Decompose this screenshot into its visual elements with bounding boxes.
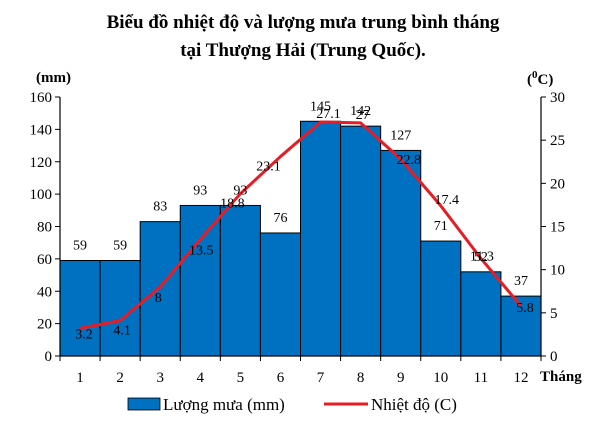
data-labels: 59 59 83 93 93 76 145 142 127 71 52 37 3.2 4.1 8 13.5 18…: [73, 99, 534, 342]
bar-value-label: 127: [390, 128, 411, 143]
x-tick-label: 9: [397, 370, 405, 386]
right-tick-label: 25: [550, 133, 565, 149]
legend-label-temperature: Nhiệt độ (C): [371, 395, 457, 414]
bar-value-label: 93: [193, 183, 207, 198]
bar-value-label: 142: [350, 104, 371, 119]
temperature-value-label: 17.4: [435, 193, 460, 208]
x-tick-label: 6: [277, 370, 285, 386]
legend-swatch-rainfall: [127, 397, 161, 411]
x-tick-label: 10: [433, 370, 448, 386]
x-tick-label: 11: [474, 370, 488, 386]
x-axis-label: Tháng: [540, 369, 582, 385]
bar-month-10: [420, 240, 462, 357]
line-series: [79, 120, 523, 330]
temperature-value-label: 22.8: [396, 153, 421, 168]
temperature-value-label: 3.2: [75, 327, 93, 342]
bar-month-1: [59, 259, 101, 357]
bar-month-8: [340, 125, 382, 357]
bar-value-label: 83: [153, 200, 167, 215]
bar-month-6: [259, 232, 301, 357]
left-tick-label: 60: [37, 252, 52, 268]
left-tick-label: 160: [30, 90, 53, 106]
bar-value-label: 145: [310, 99, 331, 114]
x-tick-label: 12: [513, 370, 528, 386]
temperature-value-label: 27.1: [316, 107, 341, 122]
temperature-value-label: 11.3: [470, 249, 494, 264]
x-tick-label: 3: [156, 370, 164, 386]
left-tick-label: 40: [37, 284, 52, 300]
left-tick-label: 100: [30, 187, 53, 203]
bar-value-label: 71: [434, 219, 448, 234]
left-tick-label: 120: [30, 155, 53, 171]
right-tick-label: 5: [550, 306, 558, 322]
left-axis-unit: (mm): [36, 70, 71, 86]
chart-title-line-2: tại Thượng Hải (Trung Quốc).: [180, 40, 426, 61]
x-tick-label: 8: [357, 370, 365, 386]
left-tick-label: 80: [37, 220, 52, 236]
bar-value-label: 37: [514, 274, 528, 289]
bar-month-4: [179, 204, 221, 357]
temperature-line: [79, 120, 523, 330]
temperature-value-label: 23.1: [256, 160, 281, 175]
x-tick-label: 5: [237, 370, 245, 386]
right-tick-label: 20: [550, 176, 565, 192]
bar-month-7: [300, 120, 342, 357]
temperature-value-label: 18.8: [220, 197, 245, 212]
bar-value-label: 59: [113, 238, 127, 253]
temperature-value-label: 4.1: [113, 324, 131, 339]
x-tick-label: 7: [317, 370, 325, 386]
right-axis-unit: (0C): [527, 69, 553, 88]
bar-series: [59, 120, 542, 357]
temperature-value-label: 5.8: [516, 301, 534, 316]
bar-value-label: 59: [73, 238, 87, 253]
right-tick-label: 0: [550, 349, 558, 365]
right-tick-label: 30: [550, 90, 565, 106]
bar-month-9: [380, 149, 422, 357]
right-tick-label: 15: [550, 220, 565, 236]
bar-value-label: 52: [474, 250, 488, 265]
left-tick-label: 0: [45, 349, 53, 365]
chart-title-line-1: Biểu đồ nhiệt độ và lượng mưa trung bình…: [107, 12, 500, 33]
right-tick-label: 10: [550, 263, 565, 279]
bar-value-label: 93: [233, 183, 247, 198]
bar-month-5: [219, 204, 261, 357]
x-tick-label: 1: [76, 370, 84, 386]
temperature-value-label: 27: [356, 108, 370, 123]
legend: Lượng mưa (mm) Nhiệt độ (C): [127, 395, 457, 414]
temperature-value-label: 8: [155, 291, 162, 306]
x-tick-label: 4: [197, 370, 205, 386]
left-tick-label: 20: [37, 317, 52, 333]
legend-label-rainfall: Lượng mưa (mm): [163, 395, 285, 414]
temperature-value-label: 13.5: [189, 243, 214, 258]
bar-month-11: [460, 271, 502, 357]
x-tick-label: 2: [116, 370, 124, 386]
bar-value-label: 76: [273, 211, 287, 226]
left-tick-label: 140: [30, 122, 53, 138]
